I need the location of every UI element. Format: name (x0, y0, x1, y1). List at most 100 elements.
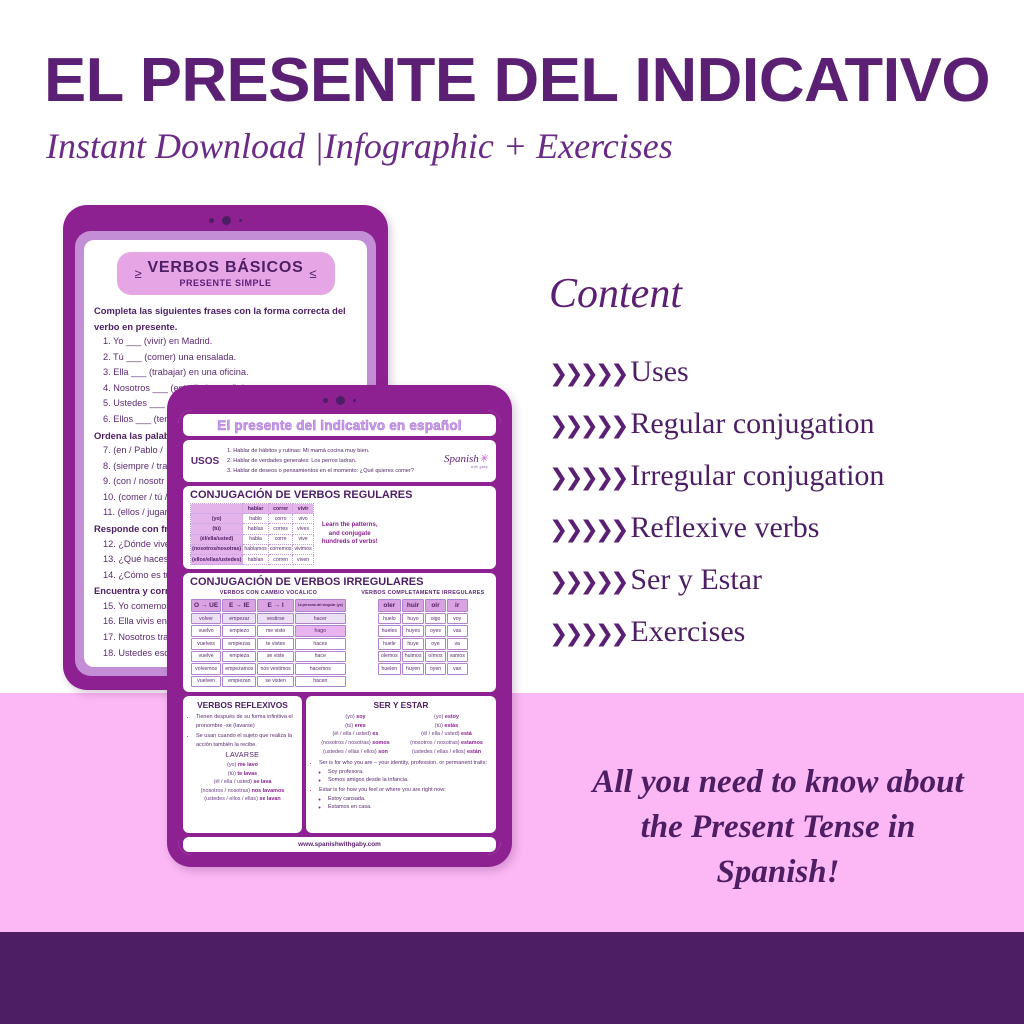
vowel-change-table: O → UE E → IE E → I 1a persona del singular… (190, 598, 347, 688)
lavarse-title: LAVARSE (225, 751, 260, 759)
logo-sub: with gaby (470, 464, 488, 469)
exercise-item: 15. Yo comemos (103, 600, 171, 611)
content-item-label: Irregular conjugation (630, 459, 885, 492)
example-sentence: Somos amigos desde la infancia. (328, 776, 490, 784)
table-row: huelen huyen oyen van (377, 663, 468, 675)
exercise-item: 11. (ellos / jugar (103, 507, 168, 518)
exercises-badge: ≥ ≤ VERBOS BÁSICOS PRESENTE SIMPLE (116, 252, 335, 295)
verb-cell: huye (401, 637, 425, 650)
content-item[interactable]: ❯❯❯❯❯ Exercises (549, 615, 989, 667)
conjugation-cell: vive (292, 533, 314, 545)
verb-cell: huelen (377, 663, 401, 675)
irregular-header: oír (425, 599, 446, 612)
usos-label: USOS (190, 455, 220, 467)
table-row: (tú) hablas corres vives (189, 523, 314, 535)
conjugation-cell: hablamos (242, 543, 269, 555)
conjugation-cell: vivo (292, 513, 314, 525)
conjugation-line: (nosotros / nosotras) nos lavamos (200, 787, 285, 794)
conjugation-cell: hablas (242, 523, 269, 535)
verb-cell: haces (294, 637, 346, 650)
pronoun-cell: (yo) (189, 513, 244, 525)
chevron-right-icon: ❯❯❯❯❯ (549, 517, 629, 543)
ser-line: (él / ella / usted) es (332, 731, 379, 738)
verb-cell: hacemos (294, 663, 346, 675)
brand-logo: Spanish✳ with gaby (438, 453, 490, 469)
table-row: vuelvo empiezo me visto hago (191, 625, 346, 637)
exercise-item: 14. ¿Cómo es tu (103, 569, 171, 580)
learn-patterns-callout: Learn the patterns, and conjugate hundre… (321, 521, 378, 546)
verb-cell: te vistes (257, 637, 294, 650)
content-item[interactable]: ❯❯❯❯❯ Reflexive verbs (549, 511, 989, 563)
usos-line: 2. Hablar de verdades generales: Los per… (227, 458, 357, 464)
bottom-cards-row: VERBOS REFLEXIVOS Tienen después de su f… (183, 696, 496, 833)
content-item-label: Ser y Estar (630, 563, 762, 596)
verb-cell: hace (294, 650, 346, 663)
reflexive-bullet: Se usan cuando el sujeto que realiza la … (196, 732, 296, 749)
verb-cell: empiezas (222, 637, 257, 650)
ser-estar-note: Ser is for who you are – your identity, … (319, 759, 490, 784)
exercise-item: 3. Ella ___ (trabajar) en una oficina. (103, 367, 249, 378)
sparkle-right-icon: ≤ (309, 266, 317, 281)
conjugation-line: (ustedes / ellos / ellas) se lavan (204, 796, 281, 803)
usos-line: 1. Hablar de hábitos y rutinas: Mi mamá … (227, 448, 370, 454)
page-title: EL PRESENTE DEL INDICATIVO (44, 46, 991, 115)
chevron-right-icon: ❯❯❯❯❯ (549, 361, 629, 387)
verb-cell: vuelve (191, 650, 222, 663)
pronoun-cell: (nosotros/nosotras) (189, 543, 244, 555)
reflexive-bullet: Tienen después de su forma infinitiva el… (196, 713, 296, 730)
estar-line: (yo) estoy (434, 714, 459, 721)
exercise-item: 5. Ustedes ___ (l (103, 398, 173, 409)
tablet-front-device[interactable]: El presente del indicativo en español US… (167, 385, 512, 867)
verb-cell: volvemos (191, 663, 222, 675)
regular-table-header: correr (267, 502, 294, 515)
verb-cell: voy (446, 612, 468, 625)
content-item[interactable]: ❯❯❯❯❯ Irregular conjugation (549, 459, 989, 511)
infographic-page: El presente del indicativo en español US… (178, 410, 501, 855)
conjugation-cell: hablo (242, 513, 269, 525)
conjugation-cell: hablan (242, 553, 269, 566)
table-row: huelo huyo oigo voy (377, 612, 468, 625)
content-item[interactable]: ❯❯❯❯❯ Regular conjugation (549, 407, 989, 459)
verb-cell: nos vestimos (257, 663, 294, 675)
verb-cell: huyen (401, 663, 425, 675)
chevron-right-icon: ❯❯❯❯❯ (549, 465, 629, 491)
exercise-section-head: Responde con fra (94, 523, 174, 535)
example-sentence: Estamos en casa. (328, 803, 490, 811)
usos-card: USOS 1. Hablar de hábitos y rutinas: Mi … (183, 440, 496, 482)
exercise-item: 7. (en / Pablo / (103, 445, 163, 456)
table-row: (yo) hablo corro vivo (189, 513, 314, 525)
content-list: ❯❯❯❯❯ Uses ❯❯❯❯❯ Regular conjugation ❯❯❯❯❯ Ir… (549, 355, 989, 667)
chevron-right-icon: ❯❯❯❯❯ (549, 413, 629, 439)
verb-cell: hueles (377, 625, 401, 637)
estar-conjugation: (yo) estoy (tú) estás (él / ella / usted) … (403, 713, 490, 756)
content-item[interactable]: ❯❯❯❯❯ Uses (549, 355, 989, 407)
content-item[interactable]: ❯❯❯❯❯ Ser y Estar (549, 563, 989, 615)
verb-cell: va (446, 637, 468, 650)
verb-cell: huyes (401, 625, 425, 637)
regular-table-header (189, 502, 244, 515)
verb-cell: hacen (294, 675, 346, 688)
usos-line: 3. Hablar de deseos o pensamientos en el… (227, 468, 414, 474)
ser-conjugation: (yo) soy (tú) eres (él / ella / usted) es (… (312, 713, 399, 756)
exercise-item: 16. Ella vivis en E (103, 616, 176, 627)
estar-line: (nosotros / nosotras) estamos (410, 740, 483, 747)
conjugation-cell: corre (267, 533, 294, 545)
exercise-item: 12. ¿Dónde vives (103, 538, 175, 549)
irregular-conjugation-card: CONJUGACIÓN DE VERBOS IRREGULARES VERBOS… (183, 573, 496, 693)
conjugation-line: (yo) me lavo (227, 761, 258, 768)
ser-estar-note: Estar is for how you feel or where you a… (319, 786, 490, 811)
table-row: huele huye oye va (377, 637, 468, 650)
verb-cell: huyo (401, 612, 425, 625)
verb-cell: oye (425, 637, 446, 650)
sparkle-left-icon: ≥ (134, 266, 142, 281)
table-row: hueles huyes oyes vas (377, 625, 468, 637)
verb-cell: se visten (257, 675, 294, 688)
tagline-text: All you need to know about the Present T… (592, 764, 964, 890)
table-row: (nosotros/nosotras) hablamos corremos vivim… (189, 543, 314, 555)
verb-cell: hago (294, 625, 346, 637)
regular-conjugation-card: CONJUGACIÓN DE VERBOS REGULARES hablar co… (183, 486, 496, 570)
verb-cell: empiezan (222, 675, 257, 688)
verb-cell: se viste (257, 650, 294, 663)
exercise-item: 17. Nosotros trab (103, 632, 174, 642)
pronoun-cell: (tú) (189, 523, 244, 535)
